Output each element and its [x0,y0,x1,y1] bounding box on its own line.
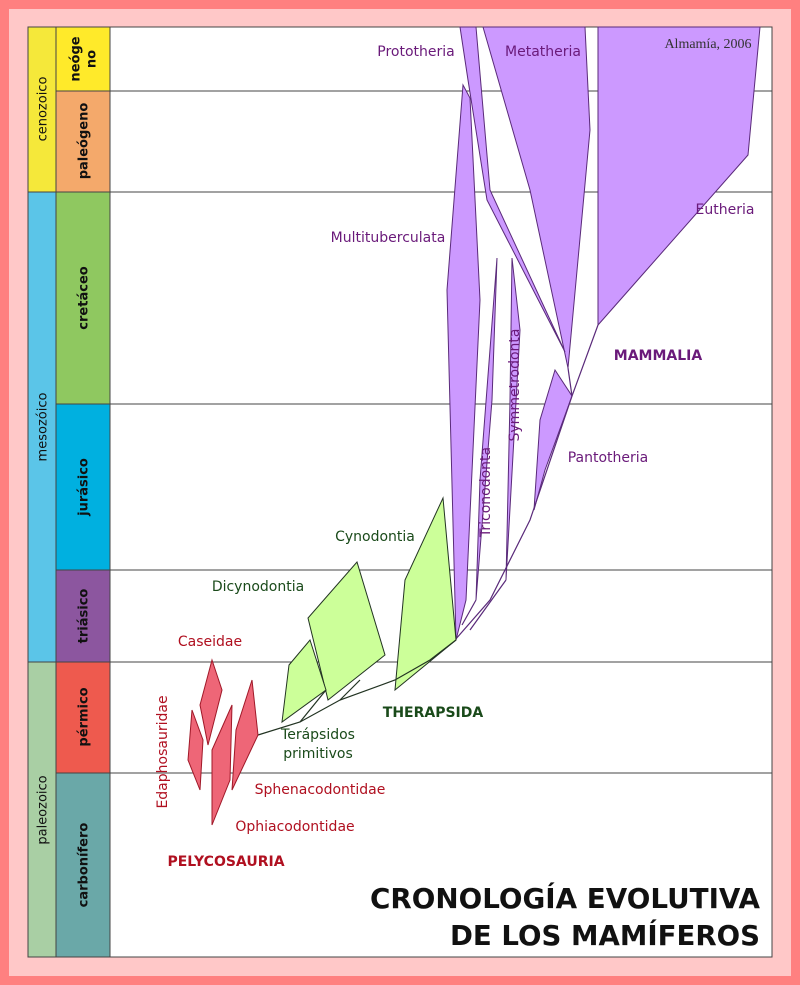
eutheria-shape [597,26,761,327]
period-block [55,191,111,405]
branch-line [299,689,327,723]
era-label: mesozóico [36,393,51,462]
multituberculata-shape [446,83,481,641]
period-label: cretáceo [77,266,92,329]
taxon-label: Ophiacodontidae [235,819,354,835]
taxon-label: Dicynodontia [212,579,304,595]
branch-line [454,324,599,641]
taxon-label: Prototheria [377,44,454,60]
period-block [55,26,111,92]
group-label: PELYCOSAURIA [167,854,284,870]
sphenacodontidae-shape [231,679,259,791]
metatheria-shape [482,26,591,369]
taxon-label: Eutheria [696,202,755,218]
period-column: neóge no paleógeno cretáceo jurásico tri… [55,26,111,958]
group-label: THERAPSIDA [383,705,484,721]
taxon-label: primitivos [283,746,353,762]
branch-line [567,367,573,397]
caseidae-shape [199,658,223,746]
period-label: neóge [69,36,84,81]
title: CRONOLOGÍA EVOLUTIVA [370,881,760,915]
taxon-label: Symmetrodonta [507,329,523,442]
title: DE LOS MAMÍFEROS [450,918,760,952]
dicynodontia-shape [307,560,386,701]
branch-line [461,599,477,626]
branch-line [469,579,507,631]
mammal-branches [446,26,761,641]
era-label: paleozoico [36,775,51,844]
taxon-label: Caseidae [178,634,242,650]
period-block [55,661,111,774]
pantotheria-shape [533,368,573,511]
edaphosauridae-shape [187,709,204,791]
era-column: cenozoico mesozóico paleozoico [27,26,57,958]
taxon-label: Pantotheria [568,450,649,466]
era-block [27,661,57,958]
group-label: MAMMALIA [614,348,703,364]
branch-line [339,679,361,701]
period-label: jurásico [77,458,92,517]
branch-line [257,639,457,736]
credit: Almamía, 2006 [664,37,751,52]
ophiacodontidae-shape [211,704,233,826]
period-label: pérmico [77,687,92,746]
period-label: no [85,50,100,68]
period-block [55,772,111,958]
taxon-label: Triconodonta [478,447,494,538]
prototheria-shape [459,26,566,353]
period-label: carbonífero [77,823,92,908]
taxon-label: Sphenacodontidae [255,782,386,798]
era-label: cenozoico [36,77,51,142]
taxon-label: Edaphosauridae [155,695,171,808]
pelycosaur-branches [187,658,259,826]
taxon-label: Cynodontia [335,529,415,545]
taxon-label: Multituberculata [331,230,446,246]
period-block [55,403,111,571]
therapsid-shape [281,638,327,724]
period-label: paleógeno [77,103,92,180]
taxon-label: Metatheria [505,44,581,60]
period-label: triásico [77,589,92,644]
period-block [55,90,111,193]
therapsid-branches [257,496,457,736]
cynodontia-shape [394,496,457,692]
taxon-label: Terápsidos [280,727,355,743]
